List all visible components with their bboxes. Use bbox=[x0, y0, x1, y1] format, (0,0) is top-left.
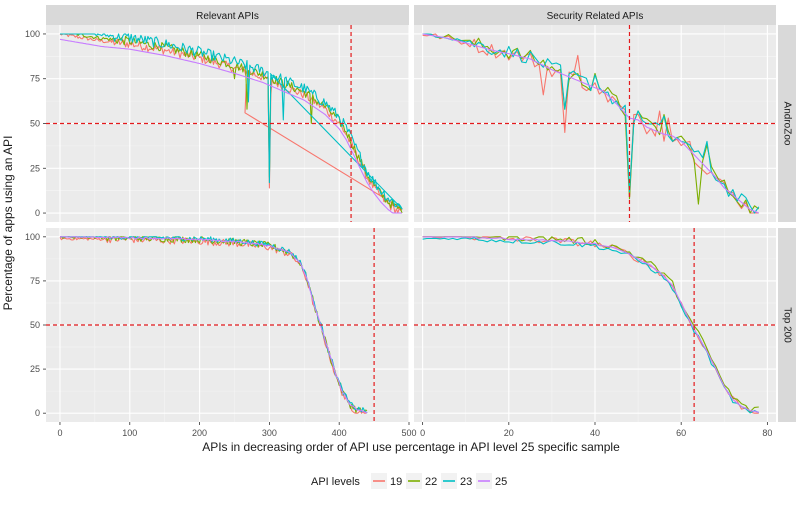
column-strip bbox=[46, 5, 409, 25]
y-tick-label: 75 bbox=[30, 276, 40, 286]
y-axis-title: Percentage of apps using an API bbox=[1, 136, 15, 311]
y-tick-label: 0 bbox=[35, 208, 40, 218]
series-line-25 bbox=[59, 38, 402, 214]
x-tick-label: 60 bbox=[676, 428, 686, 438]
x-tick-label: 40 bbox=[590, 428, 600, 438]
legend-label-22: 22 bbox=[425, 476, 437, 488]
series-line-25 bbox=[60, 236, 368, 414]
series-line-22 bbox=[60, 33, 403, 214]
legend-label-19: 19 bbox=[390, 476, 402, 488]
row-strip-label: Top 200 bbox=[781, 307, 792, 343]
row-strip-label: AndroZoo bbox=[781, 102, 792, 146]
y-tick-label: 50 bbox=[30, 119, 40, 129]
series-line-23 bbox=[422, 33, 760, 214]
x-tick-label: 500 bbox=[401, 428, 416, 438]
x-tick-label: 20 bbox=[504, 428, 514, 438]
y-tick-label: 75 bbox=[30, 74, 40, 84]
series-line-25 bbox=[422, 33, 760, 214]
column-strip-label: Relevant APIs bbox=[196, 11, 259, 22]
y-tick-label: 25 bbox=[30, 364, 40, 374]
series-line-19 bbox=[422, 33, 759, 214]
series-line-23 bbox=[60, 33, 403, 210]
y-tick-label: 50 bbox=[30, 320, 40, 330]
x-tick-label: 400 bbox=[332, 428, 347, 438]
y-tick-label: 100 bbox=[25, 232, 40, 242]
x-tick-label: 300 bbox=[262, 428, 277, 438]
series-line-25 bbox=[422, 236, 759, 413]
x-tick-label: 0 bbox=[57, 428, 62, 438]
legend-title: API levels bbox=[311, 476, 360, 488]
x-tick-label: 80 bbox=[762, 428, 772, 438]
row-strip bbox=[778, 228, 796, 422]
x-tick-label: 0 bbox=[420, 428, 425, 438]
x-axis-title: APIs in decreasing order of API use perc… bbox=[202, 440, 620, 454]
row-strip bbox=[778, 25, 796, 222]
legend-label-25: 25 bbox=[495, 476, 507, 488]
legend-label-23: 23 bbox=[460, 476, 472, 488]
y-tick-label: 25 bbox=[30, 163, 40, 173]
column-strip-label: Security Related APIs bbox=[547, 11, 644, 22]
column-strip bbox=[414, 5, 776, 25]
series-line-22 bbox=[422, 236, 759, 413]
y-tick-label: 100 bbox=[25, 29, 40, 39]
x-tick-label: 100 bbox=[122, 428, 137, 438]
y-tick-label: 0 bbox=[35, 408, 40, 418]
x-tick-label: 200 bbox=[192, 428, 207, 438]
